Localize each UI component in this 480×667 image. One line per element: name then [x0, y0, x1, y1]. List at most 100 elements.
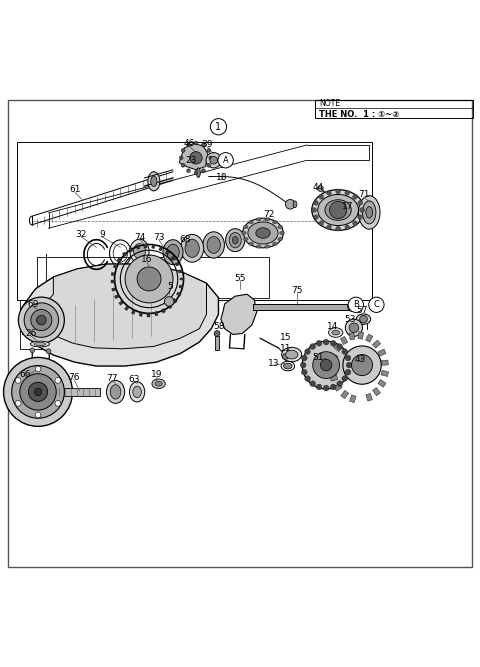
Circle shape — [319, 221, 324, 225]
Ellipse shape — [229, 233, 241, 248]
Circle shape — [351, 355, 372, 376]
Text: 43: 43 — [355, 355, 366, 364]
Bar — [112, 287, 116, 291]
Ellipse shape — [362, 201, 376, 224]
Bar — [114, 295, 119, 299]
Ellipse shape — [232, 236, 238, 244]
Circle shape — [358, 215, 362, 219]
Ellipse shape — [256, 218, 261, 221]
Ellipse shape — [241, 231, 246, 235]
Bar — [178, 269, 182, 273]
Bar — [144, 244, 147, 248]
Circle shape — [35, 412, 41, 418]
Bar — [330, 354, 337, 361]
Circle shape — [55, 400, 61, 406]
Bar — [124, 305, 129, 311]
Circle shape — [302, 341, 350, 389]
Circle shape — [353, 221, 358, 225]
Text: 72: 72 — [263, 210, 275, 219]
Ellipse shape — [366, 207, 372, 218]
Ellipse shape — [293, 201, 297, 207]
Circle shape — [46, 349, 51, 354]
Circle shape — [164, 297, 174, 306]
Ellipse shape — [107, 380, 125, 404]
Circle shape — [190, 151, 202, 164]
Ellipse shape — [249, 242, 253, 245]
Polygon shape — [179, 143, 208, 170]
Circle shape — [313, 201, 318, 205]
Bar — [147, 313, 150, 317]
Circle shape — [323, 385, 329, 391]
Ellipse shape — [265, 218, 270, 221]
Ellipse shape — [34, 342, 46, 346]
Circle shape — [349, 323, 359, 333]
Circle shape — [345, 319, 362, 336]
Polygon shape — [21, 264, 218, 366]
Text: 9: 9 — [99, 230, 105, 239]
Ellipse shape — [312, 189, 364, 230]
Circle shape — [345, 370, 351, 375]
Bar — [315, 100, 473, 118]
Bar — [38, 388, 100, 396]
Bar — [378, 380, 386, 388]
Text: 11: 11 — [280, 344, 292, 354]
Ellipse shape — [278, 225, 283, 229]
Circle shape — [55, 378, 61, 384]
Bar — [17, 142, 372, 300]
Circle shape — [329, 201, 347, 219]
Circle shape — [15, 378, 21, 384]
Circle shape — [330, 340, 336, 346]
Circle shape — [305, 376, 311, 382]
Bar — [341, 390, 348, 399]
Bar — [372, 340, 381, 348]
Text: 75: 75 — [292, 286, 303, 295]
Circle shape — [319, 194, 324, 199]
Circle shape — [345, 355, 351, 361]
Text: 18: 18 — [216, 173, 228, 182]
Ellipse shape — [284, 363, 292, 369]
Circle shape — [348, 302, 357, 311]
Circle shape — [313, 215, 318, 219]
Bar — [161, 308, 166, 313]
Circle shape — [283, 354, 288, 360]
Bar — [365, 334, 373, 342]
Bar — [119, 301, 123, 305]
Ellipse shape — [318, 195, 359, 225]
Circle shape — [206, 153, 221, 168]
Bar — [215, 336, 219, 350]
Circle shape — [218, 153, 233, 168]
Text: 44: 44 — [312, 183, 324, 192]
Ellipse shape — [242, 218, 283, 248]
Circle shape — [125, 255, 173, 303]
Text: 16: 16 — [141, 255, 153, 264]
Circle shape — [24, 303, 59, 338]
Circle shape — [336, 189, 340, 193]
Ellipse shape — [151, 176, 157, 187]
Text: 74: 74 — [134, 233, 145, 242]
Text: 66: 66 — [20, 370, 31, 379]
Circle shape — [300, 362, 306, 368]
Ellipse shape — [152, 379, 165, 389]
Text: 63: 63 — [128, 375, 140, 384]
Ellipse shape — [180, 234, 204, 262]
Ellipse shape — [155, 382, 162, 386]
Ellipse shape — [133, 243, 145, 259]
Circle shape — [36, 315, 46, 325]
Circle shape — [345, 190, 349, 195]
Circle shape — [207, 149, 211, 152]
Bar — [111, 280, 115, 283]
Bar — [349, 395, 356, 403]
Text: 23: 23 — [185, 155, 197, 165]
Circle shape — [209, 156, 213, 160]
Circle shape — [301, 355, 307, 361]
Ellipse shape — [256, 227, 270, 238]
Circle shape — [214, 331, 220, 336]
Circle shape — [326, 225, 331, 229]
Text: B: B — [353, 300, 359, 309]
Circle shape — [286, 199, 295, 209]
Text: 61: 61 — [69, 185, 81, 194]
Bar — [152, 244, 155, 249]
Circle shape — [3, 358, 72, 426]
Text: A: A — [223, 155, 228, 165]
Text: 58: 58 — [213, 322, 225, 331]
